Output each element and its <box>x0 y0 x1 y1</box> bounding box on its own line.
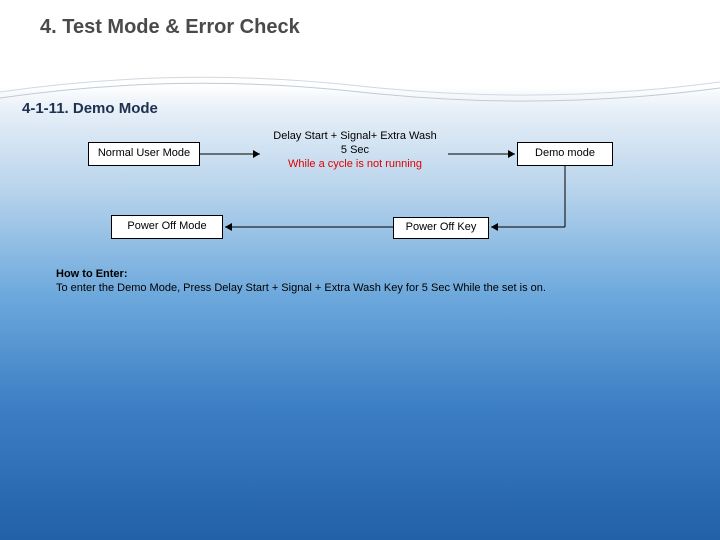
section-subtitle: 4-1-11. Demo Mode <box>22 100 158 117</box>
edge-label-warning: While a cycle is not running <box>265 158 445 172</box>
page-title: 4. Test Mode & Error Check <box>40 16 300 39</box>
edge-label-line2: 5 Sec <box>265 144 445 158</box>
slide-page: 4. Test Mode & Error Check 4-1-11. Demo … <box>0 0 720 540</box>
howto-body: To enter the Demo Mode, Press Delay Star… <box>56 282 656 294</box>
edge-label-enter-combo: Delay Start + Signal+ Extra Wash 5 Sec W… <box>265 130 445 171</box>
node-demo-mode: Demo mode <box>517 142 613 166</box>
node-power-off-key: Power Off Key <box>393 217 489 239</box>
node-power-off-mode: Power Off Mode <box>111 215 223 239</box>
edge-label-line1: Delay Start + Signal+ Extra Wash <box>265 130 445 144</box>
howto-heading: How to Enter: <box>56 268 656 280</box>
node-normal-user-mode: Normal User Mode <box>88 142 200 166</box>
howto-block: How to Enter: To enter the Demo Mode, Pr… <box>56 268 656 294</box>
flow-diagram: Normal User Mode Demo mode Power Off Mod… <box>60 130 660 260</box>
